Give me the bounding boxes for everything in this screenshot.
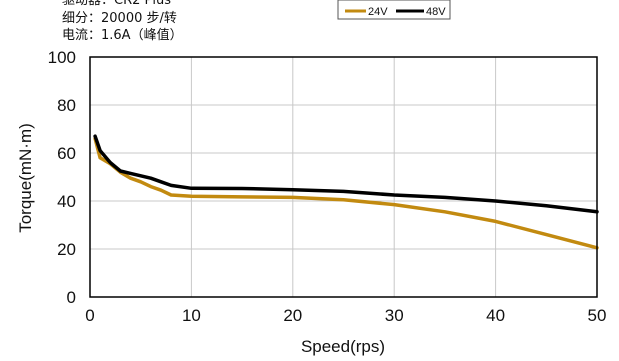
driver-info-text: 驱动器：CR2 Plus 细分：20000 步/转 电流：1.6A（峰值） [62,0,183,43]
x-axis-title: Speed(rps) [301,337,385,356]
info-line-current: 电流：1.6A（峰值） [62,27,183,43]
legend: 24V 48V [337,0,451,20]
info-line-microstep: 细分：20000 步/转 [62,11,177,26]
grid [90,57,597,297]
legend-label-48v: 48V [426,6,446,18]
legend-frame [337,0,451,20]
x-tick-labels: 0 10 20 30 40 50 [85,306,606,325]
info-line-driver: 驱动器：CR2 Plus [62,0,171,8]
y-tick-label-1: 20 [57,240,76,259]
y-tick-labels: 0 20 40 60 80 100 [48,48,76,307]
y-tick-label-0: 0 [67,288,76,307]
series-lines [93,134,599,250]
y-tick-label-4: 80 [57,96,76,115]
x-tick-label-4: 40 [486,306,505,325]
x-tick-label-2: 20 [283,306,302,325]
legend-label-24v: 24V [368,6,388,18]
y-tick-label-2: 40 [57,192,76,211]
y-tick-label-3: 60 [57,144,76,163]
y-tick-label-5: 100 [48,48,76,67]
x-tick-label-5: 50 [588,306,607,325]
plot-frame [89,56,598,298]
x-tick-label-1: 10 [182,306,201,325]
series-line-48v [93,134,599,214]
x-tick-label-0: 0 [85,306,94,325]
y-axis-title: Torque(mN·m) [16,123,35,233]
x-tick-label-3: 30 [385,306,404,325]
